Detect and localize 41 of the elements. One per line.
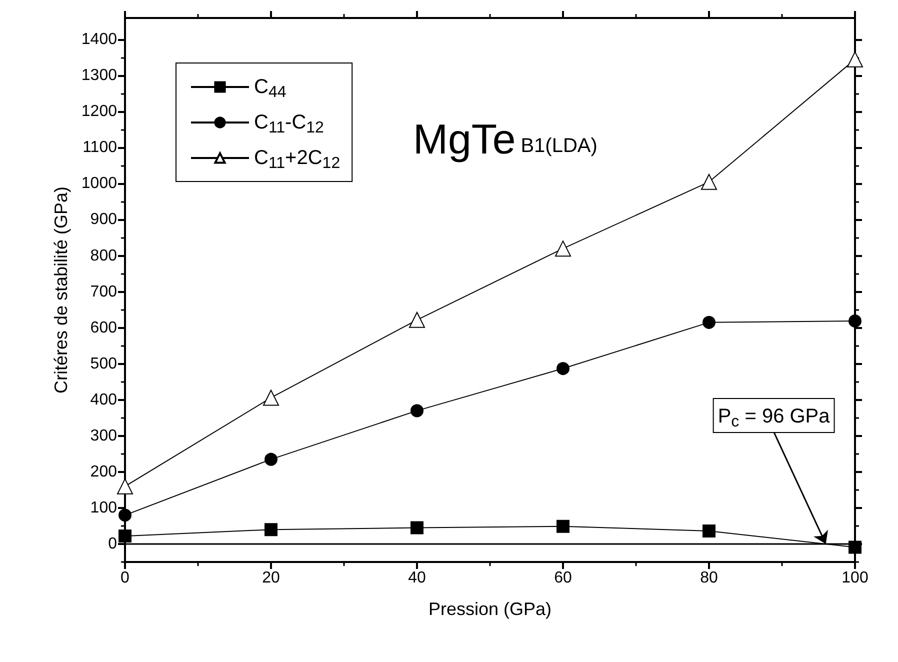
y-tick-label: 1000: [81, 175, 118, 192]
x-tick-label: 20: [262, 570, 280, 586]
y-tick-label: 900: [90, 211, 118, 228]
text: MgTe: [413, 116, 516, 162]
y-tick-label: 700: [90, 283, 118, 300]
x-tick-label: 80: [700, 570, 718, 586]
x-tick-label: 0: [120, 570, 130, 586]
point: [118, 508, 132, 522]
point: [410, 404, 424, 418]
y-tick-label: 100: [90, 499, 118, 516]
y-tick-label: 1200: [81, 103, 118, 120]
point: [847, 51, 863, 68]
point: [701, 174, 717, 190]
y-tick-label: 500: [90, 355, 118, 372]
y-tick-label: 1300: [81, 67, 118, 84]
x-tick-label: 100: [842, 570, 868, 586]
point: [702, 316, 716, 329]
x-axis-title: Pression (GPa): [428, 599, 552, 619]
x-tick-label: 40: [408, 570, 426, 586]
point: [702, 524, 716, 538]
point: [848, 314, 862, 328]
point: [556, 362, 570, 376]
y-tick-label: 1100: [82, 139, 118, 156]
y-tick-label: 300: [90, 427, 118, 444]
y-tick-label: 800: [90, 247, 118, 264]
point: [556, 520, 570, 533]
y-tick-label: 1400: [81, 31, 118, 48]
point: [410, 521, 424, 534]
point: [555, 240, 571, 257]
point: [409, 312, 425, 328]
y-tick-label: 400: [90, 391, 118, 408]
y-tick-label: 200: [90, 463, 118, 480]
point: [263, 390, 279, 406]
point: [117, 478, 133, 494]
point: [264, 452, 278, 466]
x-tick-label: 60: [554, 570, 572, 586]
y-tick-label: 600: [90, 319, 118, 336]
point: [264, 523, 278, 536]
y-axis-title: Critéres de stabilité (GPa): [51, 186, 71, 394]
y-tick-label: 0: [108, 535, 118, 552]
text: B1(LDA): [520, 135, 598, 157]
